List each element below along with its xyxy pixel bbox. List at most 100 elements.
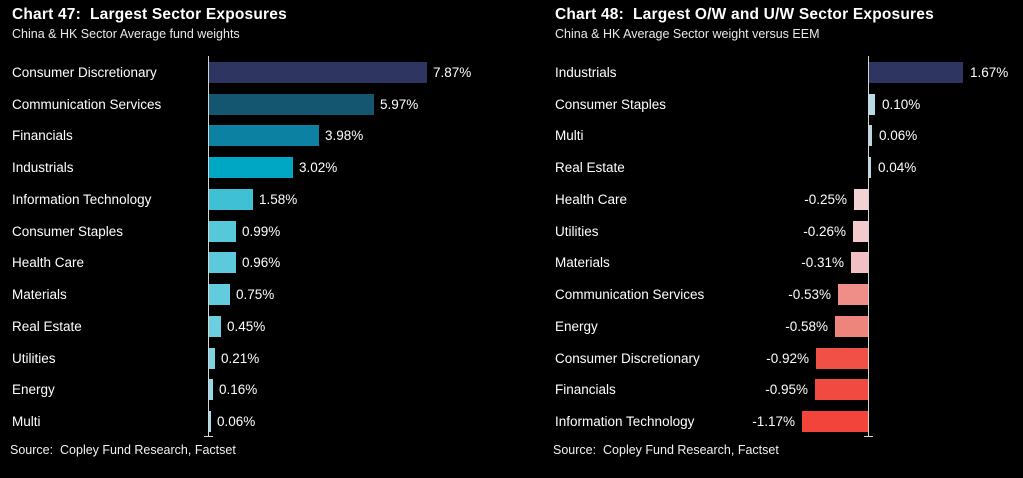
x-axis-bottom-tick — [204, 436, 213, 437]
bar — [209, 411, 211, 433]
value-label: -0.92% — [766, 350, 809, 366]
category-label: Industrials — [555, 65, 617, 80]
category-label: Materials — [12, 287, 67, 303]
value-label: 1.58% — [259, 191, 298, 207]
bar — [802, 411, 868, 433]
bar-row: Multi 0.06% — [555, 125, 1017, 147]
value-label: 0.06% — [879, 128, 918, 144]
value-label: -0.26% — [803, 223, 846, 239]
category-label: Energy — [12, 382, 55, 398]
bar — [209, 284, 230, 306]
bar-row: Materials 0.75% — [12, 284, 504, 306]
chart48-header: Chart 48: Largest O/W and U/W Sector Exp… — [555, 6, 934, 41]
bar-row: Multi 0.06% — [12, 411, 504, 433]
category-label: Utilities — [12, 350, 56, 366]
category-label: Consumer Staples — [12, 223, 124, 239]
category-label: Financials — [12, 128, 73, 144]
bar-row: Real Estate 0.04% — [555, 157, 1017, 179]
value-label: 0.96% — [242, 255, 281, 271]
value-label: 0.45% — [227, 318, 266, 334]
chart48-title: Chart 48: Largest O/W and U/W Sector Exp… — [555, 6, 934, 23]
value-label: -1.17% — [752, 414, 795, 430]
chart48-source: Source: Copley Fund Research, Factset — [553, 443, 779, 457]
bar — [853, 220, 868, 242]
category-label: Utilities — [555, 223, 599, 239]
bar-row: Industrials 1.67% — [555, 62, 1017, 83]
bar — [209, 125, 319, 147]
bar — [209, 62, 427, 83]
value-label: -0.95% — [765, 382, 808, 398]
bar-row: Information Technology 1.58% — [12, 188, 504, 210]
value-label: 0.21% — [221, 350, 260, 366]
chart48-plot-area: Industrials 1.67% Consumer Staples 0.10% Mul… — [555, 56, 1017, 437]
bar-row: Financials -0.95% — [555, 379, 1017, 401]
category-label: Information Technology — [555, 414, 695, 430]
bar-row: Consumer Discretionary -0.92% — [555, 347, 1017, 369]
bar — [869, 157, 871, 179]
value-label: 0.16% — [219, 382, 258, 398]
value-label: 5.97% — [380, 96, 419, 112]
category-label: Information Technology — [12, 191, 152, 207]
bar-row: Communication Services -0.53% — [555, 284, 1017, 306]
bar-row: Financials 3.98% — [12, 125, 504, 147]
bar-row: Health Care -0.25% — [555, 188, 1017, 210]
bar-row: Consumer Discretionary 7.87% — [12, 62, 504, 83]
value-label: 1.67% — [970, 65, 1009, 80]
bar — [209, 315, 221, 337]
bar-row: Consumer Staples 0.99% — [12, 220, 504, 242]
category-label: Materials — [555, 255, 610, 271]
bar — [869, 93, 875, 115]
value-label: 3.98% — [325, 128, 364, 144]
category-label: Real Estate — [555, 160, 625, 176]
bar — [209, 347, 215, 369]
bar — [209, 252, 236, 274]
value-label: 0.04% — [878, 160, 917, 176]
bar — [835, 315, 868, 337]
bar-row: Energy -0.58% — [555, 315, 1017, 337]
x-axis-bottom-tick — [864, 436, 873, 437]
bar-row: Information Technology -1.17% — [555, 411, 1017, 433]
bar — [869, 125, 872, 147]
value-label: 0.99% — [242, 223, 281, 239]
bar — [851, 252, 868, 274]
bar — [209, 220, 236, 242]
chart47-plot-area: Consumer Discretionary 7.87% Communication… — [12, 56, 504, 437]
category-label: Consumer Discretionary — [555, 350, 700, 366]
value-label: 0.10% — [882, 96, 921, 112]
bar-row: Consumer Staples 0.10% — [555, 93, 1017, 115]
value-label: -0.25% — [804, 191, 847, 207]
category-label: Multi — [12, 414, 41, 430]
bar-row: Utilities 0.21% — [12, 347, 504, 369]
y-axis-line — [868, 56, 869, 437]
bar — [838, 284, 868, 306]
category-label: Health Care — [12, 255, 85, 271]
value-label: -0.31% — [801, 255, 844, 271]
value-label: -0.53% — [788, 287, 831, 303]
chart47-header: Chart 47: Largest Sector Exposures China… — [12, 6, 287, 41]
bar-row: Real Estate 0.45% — [12, 315, 504, 337]
bar — [854, 188, 868, 210]
category-label: Industrials — [12, 160, 74, 176]
bar — [209, 157, 293, 179]
category-label: Communication Services — [12, 96, 162, 112]
bar — [209, 188, 253, 210]
bar-row: Health Care 0.96% — [12, 252, 504, 274]
bar-row: Industrials 3.02% — [12, 157, 504, 179]
category-label: Multi — [555, 128, 584, 144]
bar-row: Materials -0.31% — [555, 252, 1017, 274]
chart47-title: Chart 47: Largest Sector Exposures — [12, 6, 287, 23]
bar-row: Utilities -0.26% — [555, 220, 1017, 242]
bar — [815, 379, 868, 401]
category-label: Consumer Staples — [555, 96, 667, 112]
chart47-subtitle: China & HK Sector Average fund weights — [12, 27, 240, 41]
value-label: -0.58% — [785, 318, 828, 334]
category-label: Energy — [555, 318, 598, 334]
bar-row: Energy 0.16% — [12, 379, 504, 401]
value-label: 0.75% — [236, 287, 275, 303]
bar — [209, 93, 374, 115]
value-label: 0.06% — [217, 414, 256, 430]
y-axis-line — [208, 56, 209, 437]
category-label: Real Estate — [12, 318, 82, 334]
chart47-source: Source: Copley Fund Research, Factset — [10, 443, 236, 457]
